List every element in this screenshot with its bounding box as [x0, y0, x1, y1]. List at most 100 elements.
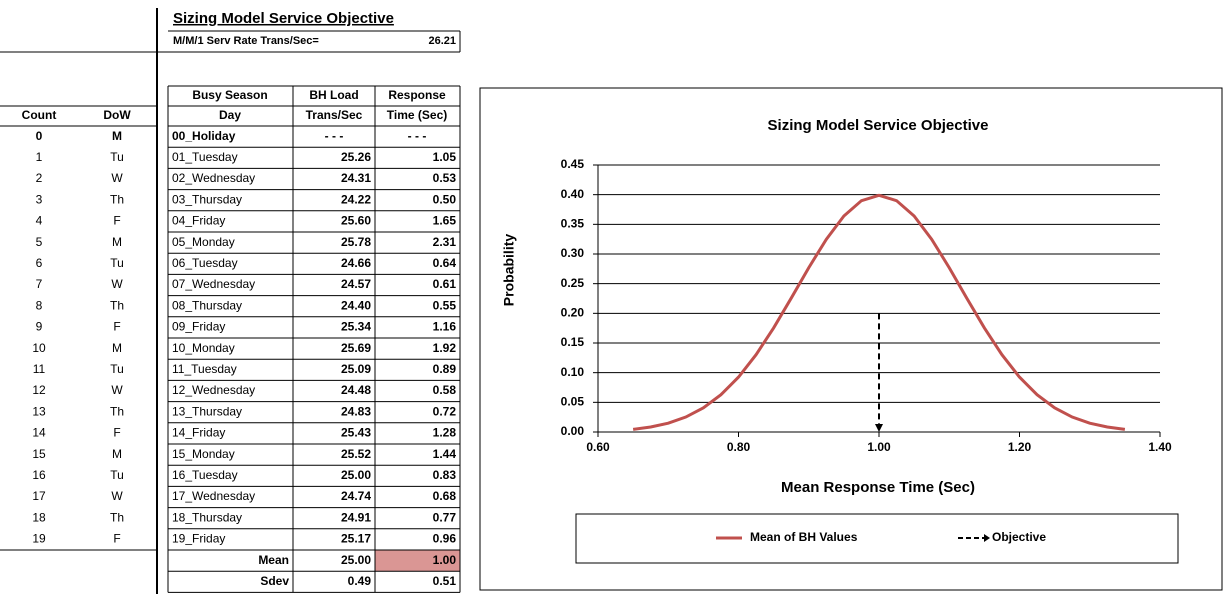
rate-value: 26.21	[428, 35, 456, 47]
response-cell: 0.72	[433, 404, 457, 418]
load-cell: 24.22	[341, 192, 371, 206]
dow-cell: Th	[110, 510, 124, 524]
summary-response: 1.00	[433, 553, 457, 567]
x-tick-label: 0.80	[727, 440, 751, 454]
dow-cell: Th	[110, 404, 124, 418]
load-cell: 24.48	[341, 383, 371, 397]
count-cell: 7	[36, 277, 43, 291]
column-header: Day	[219, 108, 241, 122]
response-cell: 1.28	[433, 426, 457, 440]
day-cell: 17_Wednesday	[172, 489, 255, 503]
column-header: BH Load	[309, 88, 358, 102]
column-header: Trans/Sec	[306, 108, 363, 122]
dow-cell: W	[111, 277, 123, 291]
load-cell: 25.26	[341, 150, 371, 164]
day-cell: 00_Holiday	[172, 129, 236, 143]
x-axis-title: Mean Response Time (Sec)	[781, 479, 975, 496]
response-cell: 0.64	[433, 256, 457, 270]
response-cell: 2.31	[433, 235, 457, 249]
response-cell: 1.92	[433, 341, 457, 355]
load-cell: 25.09	[341, 362, 371, 376]
chart-frame	[479, 87, 1223, 591]
response-cell: 1.16	[433, 320, 457, 334]
day-cell: 15_Monday	[172, 447, 235, 461]
load-cell: 25.17	[341, 532, 371, 546]
summary-label: Sdev	[260, 574, 289, 588]
summary-load: 0.49	[348, 574, 372, 588]
day-cell: 18_Thursday	[172, 510, 242, 524]
count-cell: 3	[36, 192, 43, 206]
summary-load: 25.00	[341, 553, 371, 567]
legend-label: Mean of BH Values	[750, 530, 858, 544]
column-header: Response	[388, 88, 446, 102]
count-cell: 5	[36, 235, 43, 249]
day-cell: 19_Friday	[172, 532, 225, 546]
load-cell: 25.69	[341, 341, 371, 355]
load-cell: 24.66	[341, 256, 371, 270]
count-cell: 15	[32, 447, 46, 461]
day-cell: 05_Monday	[172, 235, 235, 249]
response-cell: 0.77	[433, 510, 457, 524]
dow-cell: F	[113, 320, 120, 334]
count-cell: 9	[36, 320, 43, 334]
dow-cell: F	[113, 426, 120, 440]
rate-label: M/M/1 Serv Rate Trans/Sec=	[173, 35, 319, 47]
column-header: Count	[22, 108, 57, 122]
day-cell: 12_Wednesday	[172, 383, 255, 397]
y-tick-label: 0.40	[561, 187, 585, 201]
count-cell: 12	[32, 383, 46, 397]
day-cell: 11_Tuesday	[172, 362, 237, 376]
day-cell: 08_Thursday	[172, 298, 242, 312]
dow-cell: W	[111, 171, 123, 185]
chart-title: Sizing Model Service Objective	[768, 117, 989, 134]
load-cell: - - -	[325, 129, 344, 143]
response-cell: - - -	[408, 129, 427, 143]
response-cell: 0.58	[433, 383, 457, 397]
count-cell: 13	[32, 404, 46, 418]
load-cell: 24.57	[341, 277, 371, 291]
count-cell: 0	[36, 129, 43, 143]
day-cell: 13_Thursday	[172, 404, 242, 418]
y-tick-label: 0.25	[561, 276, 585, 290]
load-cell: 24.74	[341, 489, 371, 503]
dow-cell: Tu	[110, 468, 124, 482]
legend-arrow	[984, 534, 990, 542]
day-cell: 02_Wednesday	[172, 171, 255, 185]
day-cell: 06_Tuesday	[172, 256, 238, 270]
load-cell: 24.31	[341, 171, 371, 185]
count-cell: 1	[36, 150, 43, 164]
day-cell: 07_Wednesday	[172, 277, 255, 291]
dow-cell: W	[111, 489, 123, 503]
count-cell: 11	[33, 362, 46, 376]
dow-cell: Th	[110, 192, 124, 206]
count-cell: 6	[36, 256, 43, 270]
x-tick-label: 1.40	[1148, 440, 1172, 454]
x-tick-label: 0.60	[586, 440, 610, 454]
day-cell: 01_Tuesday	[172, 150, 238, 164]
count-cell: 10	[32, 341, 46, 355]
response-cell: 0.89	[433, 362, 457, 376]
day-cell: 16_Tuesday	[172, 468, 238, 482]
y-axis-title: Probability	[501, 234, 517, 307]
day-cell: 09_Friday	[172, 320, 225, 334]
load-cell: 25.52	[341, 447, 371, 461]
load-cell: 25.78	[341, 235, 371, 249]
count-cell: 16	[32, 468, 46, 482]
highlight-cell	[375, 550, 460, 572]
dow-cell: M	[112, 235, 122, 249]
response-cell: 0.61	[433, 277, 457, 291]
response-cell: 1.65	[433, 214, 457, 228]
load-cell: 24.40	[341, 298, 371, 312]
response-cell: 0.50	[433, 192, 457, 206]
series-line	[632, 193, 1126, 431]
dow-cell: Tu	[110, 150, 124, 164]
column-header: Busy Season	[192, 88, 267, 102]
count-cell: 17	[32, 489, 46, 503]
day-cell: 04_Friday	[172, 214, 225, 228]
column-header: DoW	[103, 108, 131, 122]
response-cell: 1.44	[433, 447, 457, 461]
count-cell: 19	[32, 532, 46, 546]
load-cell: 24.91	[341, 510, 371, 524]
response-cell: 0.96	[433, 532, 457, 546]
day-cell: 03_Thursday	[172, 192, 242, 206]
